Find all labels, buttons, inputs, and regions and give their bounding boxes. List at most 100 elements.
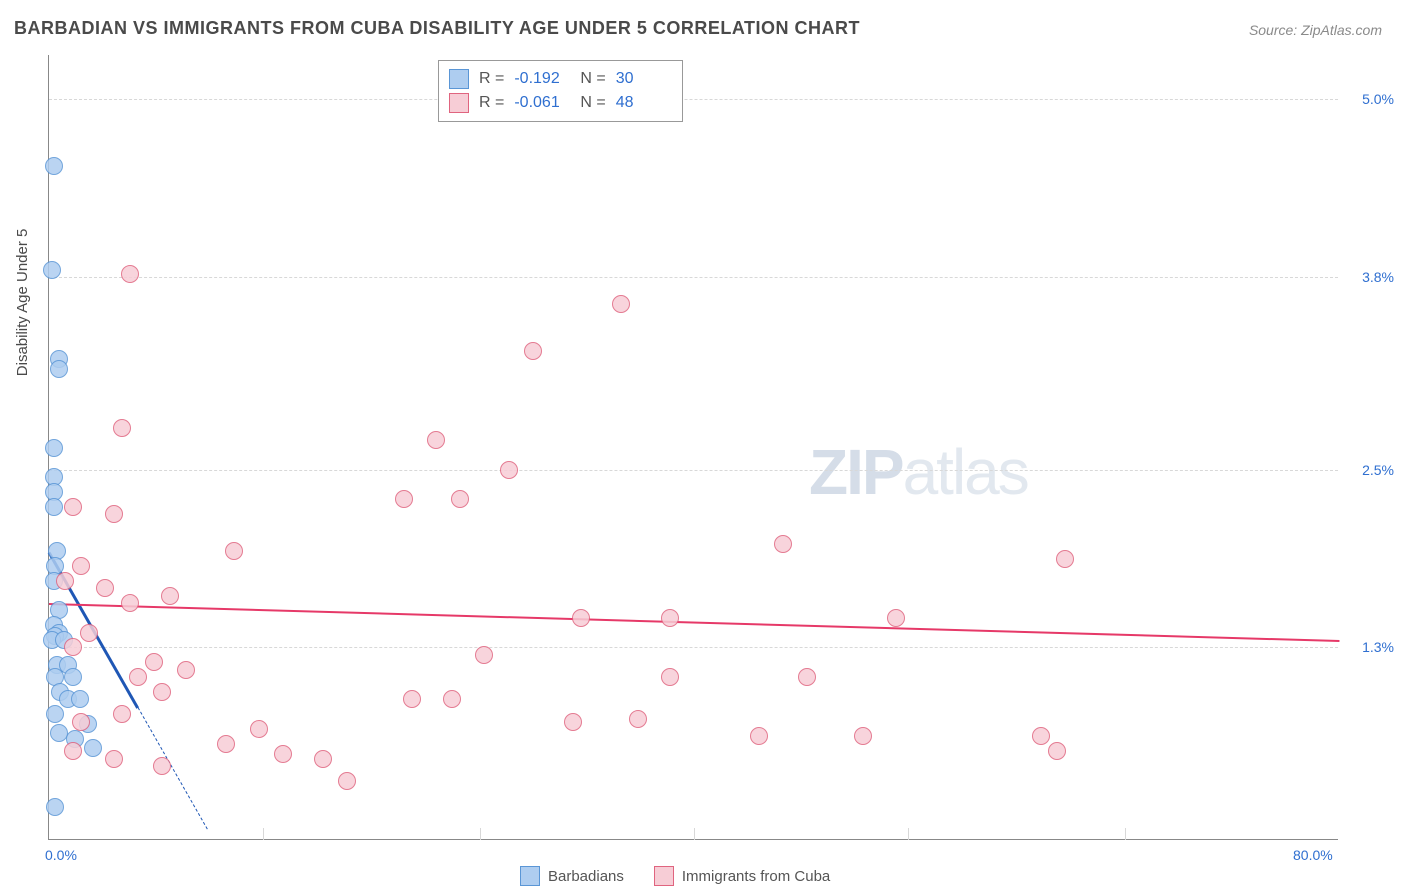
data-point bbox=[661, 668, 679, 686]
data-point bbox=[338, 772, 356, 790]
data-point bbox=[1032, 727, 1050, 745]
plot-area: ZIPatlas 1.3%2.5%3.8%5.0%0.0%80.0% bbox=[48, 55, 1338, 840]
legend-series-item: Barbadians bbox=[520, 866, 624, 886]
trend-line bbox=[49, 603, 1339, 642]
data-point bbox=[443, 690, 461, 708]
legend-series-item: Immigrants from Cuba bbox=[654, 866, 830, 886]
data-point bbox=[612, 295, 630, 313]
data-point bbox=[64, 638, 82, 656]
data-point bbox=[661, 609, 679, 627]
legend-stat-row: R = -0.192 N = 30 bbox=[449, 67, 672, 91]
data-point bbox=[524, 342, 542, 360]
gridline-horizontal bbox=[49, 277, 1338, 278]
data-point bbox=[64, 742, 82, 760]
data-point bbox=[1056, 550, 1074, 568]
data-point bbox=[403, 690, 421, 708]
data-point bbox=[250, 720, 268, 738]
n-value: 30 bbox=[616, 70, 672, 88]
legend-stat-row: R = -0.061 N = 48 bbox=[449, 91, 672, 115]
data-point bbox=[96, 579, 114, 597]
data-point bbox=[84, 739, 102, 757]
data-point bbox=[72, 557, 90, 575]
data-point bbox=[572, 609, 590, 627]
data-point bbox=[564, 713, 582, 731]
legend-swatch bbox=[449, 93, 469, 113]
r-label: R = bbox=[479, 70, 504, 88]
data-point bbox=[854, 727, 872, 745]
series-legend: Barbadians Immigrants from Cuba bbox=[520, 866, 830, 886]
data-point bbox=[798, 668, 816, 686]
data-point bbox=[64, 668, 82, 686]
n-label: N = bbox=[580, 94, 605, 112]
data-point bbox=[105, 505, 123, 523]
y-tick-label: 1.3% bbox=[1362, 639, 1394, 655]
data-point bbox=[129, 668, 147, 686]
legend-swatch bbox=[654, 866, 674, 886]
correlation-legend: R = -0.192 N = 30 R = -0.061 N = 48 bbox=[438, 60, 683, 122]
data-point bbox=[71, 690, 89, 708]
chart-container: BARBADIAN VS IMMIGRANTS FROM CUBA DISABI… bbox=[0, 0, 1406, 892]
data-point bbox=[145, 653, 163, 671]
data-point bbox=[314, 750, 332, 768]
data-point bbox=[121, 265, 139, 283]
r-value: -0.192 bbox=[514, 70, 570, 88]
data-point bbox=[225, 542, 243, 560]
legend-series-label: Barbadians bbox=[548, 868, 624, 885]
gridline-vertical bbox=[908, 828, 909, 840]
data-point bbox=[161, 587, 179, 605]
legend-swatch bbox=[449, 69, 469, 89]
data-point bbox=[45, 157, 63, 175]
data-point bbox=[121, 594, 139, 612]
data-point bbox=[153, 683, 171, 701]
data-point bbox=[887, 609, 905, 627]
n-label: N = bbox=[580, 70, 605, 88]
data-point bbox=[274, 745, 292, 763]
data-point bbox=[45, 439, 63, 457]
data-point bbox=[774, 535, 792, 553]
source-attribution: Source: ZipAtlas.com bbox=[1249, 22, 1382, 38]
data-point bbox=[46, 705, 64, 723]
legend-swatch bbox=[520, 866, 540, 886]
data-point bbox=[113, 705, 131, 723]
gridline-vertical bbox=[694, 828, 695, 840]
legend-series-label: Immigrants from Cuba bbox=[682, 868, 830, 885]
x-tick-label: 80.0% bbox=[1293, 847, 1333, 863]
data-point bbox=[177, 661, 195, 679]
y-axis-title: Disability Age Under 5 bbox=[14, 229, 31, 377]
gridline-vertical bbox=[1125, 828, 1126, 840]
chart-title: BARBADIAN VS IMMIGRANTS FROM CUBA DISABI… bbox=[14, 18, 860, 39]
data-point bbox=[750, 727, 768, 745]
data-point bbox=[427, 431, 445, 449]
data-point bbox=[64, 498, 82, 516]
data-point bbox=[629, 710, 647, 728]
data-point bbox=[395, 490, 413, 508]
data-point bbox=[217, 735, 235, 753]
gridline-horizontal bbox=[49, 99, 1338, 100]
r-value: -0.061 bbox=[514, 94, 570, 112]
gridline-horizontal bbox=[49, 647, 1338, 648]
data-point bbox=[56, 572, 74, 590]
data-point bbox=[500, 461, 518, 479]
data-point bbox=[475, 646, 493, 664]
data-point bbox=[45, 498, 63, 516]
data-point bbox=[50, 360, 68, 378]
trend-line-extension bbox=[137, 707, 207, 829]
r-label: R = bbox=[479, 94, 504, 112]
y-tick-label: 3.8% bbox=[1362, 269, 1394, 285]
data-point bbox=[113, 419, 131, 437]
data-point bbox=[1048, 742, 1066, 760]
data-point bbox=[105, 750, 123, 768]
data-point bbox=[72, 713, 90, 731]
y-tick-label: 5.0% bbox=[1362, 91, 1394, 107]
n-value: 48 bbox=[616, 94, 672, 112]
watermark: ZIPatlas bbox=[809, 435, 1028, 509]
gridline-horizontal bbox=[49, 470, 1338, 471]
gridline-vertical bbox=[263, 828, 264, 840]
data-point bbox=[153, 757, 171, 775]
data-point bbox=[46, 798, 64, 816]
gridline-vertical bbox=[480, 828, 481, 840]
data-point bbox=[451, 490, 469, 508]
x-tick-label: 0.0% bbox=[45, 847, 77, 863]
data-point bbox=[43, 261, 61, 279]
y-tick-label: 2.5% bbox=[1362, 462, 1394, 478]
